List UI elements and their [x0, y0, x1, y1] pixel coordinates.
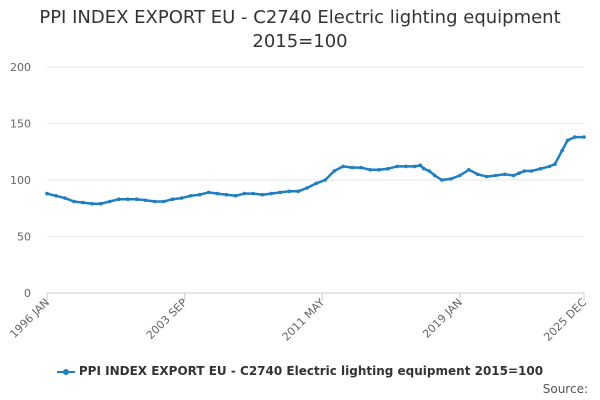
y-tick-label: 0 [24, 287, 31, 300]
data-point[interactable] [161, 199, 166, 204]
data-point[interactable] [206, 190, 211, 195]
data-point[interactable] [386, 166, 390, 171]
data-point[interactable] [341, 164, 345, 169]
x-tick-label: 2011 MAY [280, 296, 328, 344]
data-point[interactable] [413, 164, 417, 169]
data-point[interactable] [54, 194, 58, 198]
data-point[interactable] [560, 148, 564, 153]
y-tick-label: 100 [10, 174, 31, 187]
data-point[interactable] [278, 190, 283, 195]
series-line[interactable] [45, 135, 586, 205]
data-point[interactable] [502, 172, 507, 177]
data-point[interactable] [251, 191, 256, 196]
chart-title: PPI INDEX EXPORT EU - C2740 Electric lig… [0, 6, 600, 54]
data-point[interactable] [538, 166, 543, 171]
chart-subtitle: 2015=100 [252, 31, 348, 52]
data-point[interactable] [522, 169, 527, 173]
y-tick-label: 150 [10, 118, 31, 131]
grid-lines [47, 66, 584, 237]
data-point[interactable] [418, 163, 423, 168]
data-point[interactable] [99, 201, 103, 206]
data-point[interactable] [108, 199, 112, 204]
data-point[interactable] [314, 181, 319, 186]
data-point[interactable] [377, 168, 381, 172]
data-point[interactable] [152, 199, 157, 204]
x-tick-label: 2025 DEC [541, 296, 589, 344]
data-point[interactable] [224, 192, 229, 197]
data-point[interactable] [179, 196, 184, 200]
x-tick-label: 1996 JAN [7, 296, 52, 341]
data-point[interactable] [143, 198, 148, 203]
data-point[interactable] [449, 177, 453, 181]
data-point[interactable] [269, 191, 274, 196]
data-point[interactable] [81, 200, 85, 205]
data-point[interactable] [467, 168, 471, 172]
y-axis-ticks: 0 50 100 150 200 [10, 61, 31, 300]
data-point[interactable] [197, 192, 202, 197]
x-tick-label: 2003 SEP [144, 296, 190, 342]
data-point[interactable] [45, 191, 49, 196]
data-point[interactable] [572, 135, 577, 139]
legend-series-marker-icon [56, 367, 75, 377]
data-point[interactable] [458, 173, 462, 178]
data-point[interactable] [432, 173, 437, 178]
y-tick-label: 50 [17, 231, 31, 244]
data-point[interactable] [529, 169, 534, 173]
data-point[interactable] [188, 194, 193, 198]
data-point[interactable] [72, 199, 76, 204]
data-point[interactable] [90, 201, 94, 206]
data-point[interactable] [427, 169, 432, 173]
data-point[interactable] [475, 172, 480, 177]
x-axis-ticks: 1996 JAN 2003 SEP 2011 MAY 2019 JAN 2025 DEC [7, 293, 589, 344]
data-point[interactable] [63, 196, 67, 200]
data-point[interactable] [287, 189, 292, 194]
data-point[interactable] [323, 178, 328, 182]
data-point[interactable] [511, 173, 516, 178]
data-point[interactable] [404, 164, 408, 169]
data-point[interactable] [553, 162, 557, 166]
data-point[interactable] [565, 138, 570, 143]
data-point[interactable] [233, 194, 238, 198]
data-point[interactable] [517, 171, 521, 175]
data-point[interactable] [395, 164, 399, 169]
data-point[interactable] [332, 169, 337, 173]
data-point[interactable] [493, 173, 498, 178]
data-point[interactable] [547, 164, 552, 169]
data-point[interactable] [359, 165, 363, 170]
y-tick-label: 200 [10, 61, 31, 74]
data-point[interactable] [117, 197, 121, 201]
data-point[interactable] [305, 186, 310, 190]
x-tick-label: 2019 JAN [420, 296, 465, 341]
data-point[interactable] [260, 192, 265, 197]
data-point[interactable] [134, 197, 139, 201]
data-point[interactable] [484, 174, 489, 179]
legend[interactable]: PPI INDEX EXPORT EU - C2740 Electric lig… [0, 364, 600, 378]
data-point[interactable] [126, 197, 130, 201]
credits[interactable]: Source: [542, 382, 588, 396]
data-point[interactable] [422, 166, 426, 171]
data-point[interactable] [350, 165, 354, 170]
data-point[interactable] [215, 191, 220, 196]
data-point[interactable] [440, 178, 444, 182]
series-group [45, 135, 586, 206]
data-point[interactable] [242, 191, 247, 196]
legend-series-label: PPI INDEX EXPORT EU - C2740 Electric lig… [78, 364, 544, 378]
data-point[interactable] [296, 189, 301, 194]
chart-title-main: PPI INDEX EXPORT EU - C2740 Electric lig… [39, 7, 561, 28]
data-point[interactable] [582, 135, 586, 139]
data-point[interactable] [368, 168, 372, 172]
data-point[interactable] [170, 197, 175, 201]
